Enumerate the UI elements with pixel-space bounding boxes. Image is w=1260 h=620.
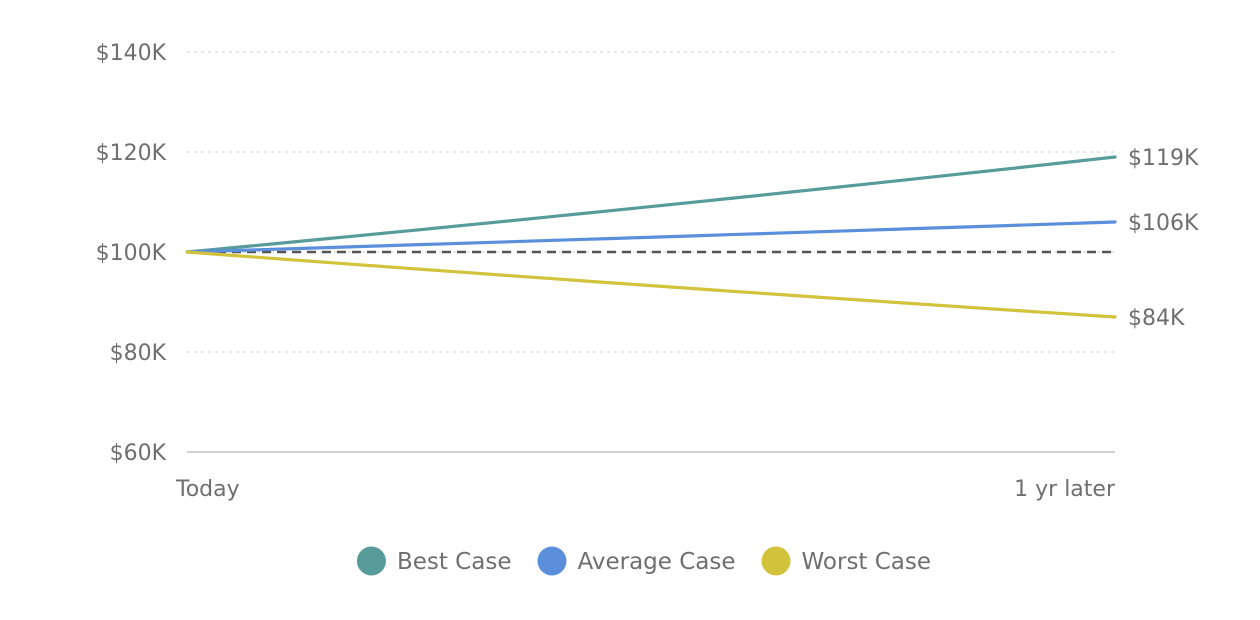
series-line-average-case [185,220,1117,254]
series-line-best-case [185,155,1117,254]
legend-label: Best Case [397,549,512,575]
y-tick-label: $100K [96,241,167,266]
axes: $60K $80K $100K $120K $140K Today 1 yr later [96,41,1116,502]
legend: Best Case Average Case Worst Case [356,546,932,576]
x-tick-label: 1 yr later [1014,477,1116,502]
end-value-label: $106K [1128,211,1199,236]
legend-label: Average Case [577,549,735,575]
end-value-label: $84K [1128,306,1185,331]
y-tick-label: $140K [96,41,167,66]
legend-swatch [761,546,791,576]
series-line-worst-case [185,250,1117,319]
y-tick-label: $80K [110,341,167,366]
y-tick-label: $60K [110,441,167,466]
x-tick-label: Today [175,477,240,502]
legend-swatch [356,546,386,576]
legend-label: Worst Case [802,549,932,575]
end-value-label: $119K [1128,146,1199,171]
legend-swatch [537,546,567,576]
y-tick-label: $120K [96,141,167,166]
series-lines [185,155,1117,319]
end-value-labels: $119K $106K $84K [1128,146,1199,331]
